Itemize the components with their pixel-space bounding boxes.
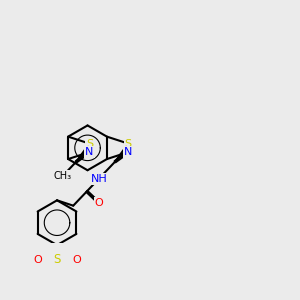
Text: NH: NH <box>91 174 107 184</box>
Text: O: O <box>72 255 81 265</box>
Text: S: S <box>125 139 132 148</box>
Text: S: S <box>53 253 61 266</box>
Text: S: S <box>86 139 93 148</box>
Text: CH₃: CH₃ <box>54 170 72 181</box>
Text: O: O <box>94 198 103 208</box>
Text: N: N <box>85 147 94 157</box>
Text: O: O <box>33 255 42 265</box>
Text: N: N <box>124 147 132 157</box>
